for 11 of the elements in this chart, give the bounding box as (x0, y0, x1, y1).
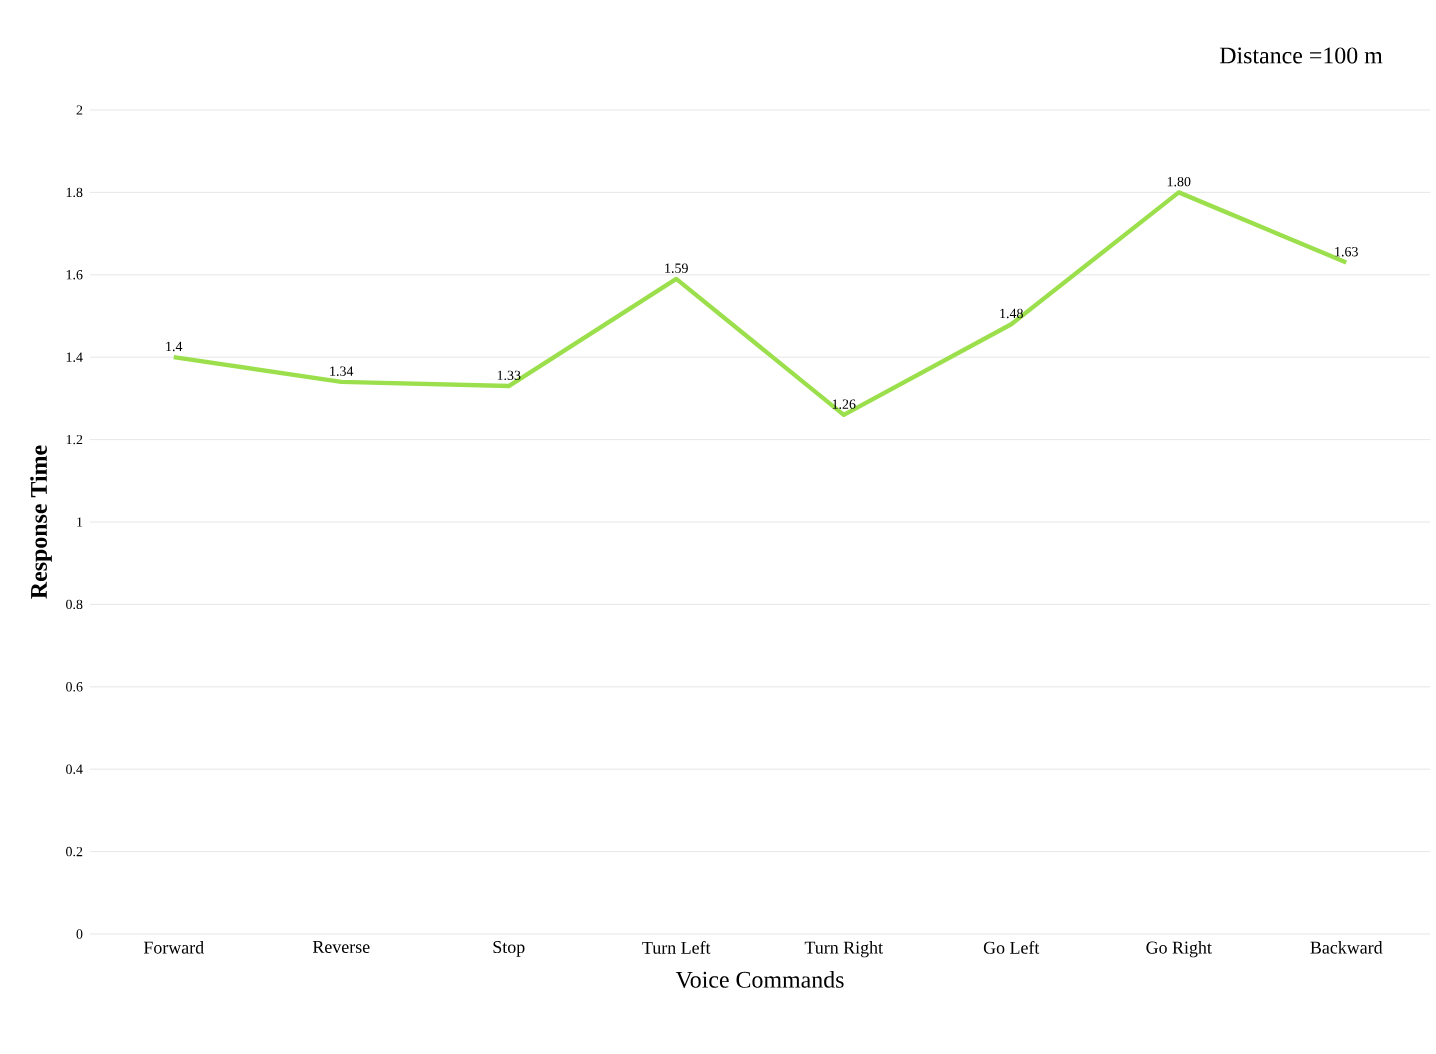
x-tick-label: Go Left (983, 941, 1040, 954)
x-tick-label: Go Right (1146, 941, 1212, 958)
y-axis-title: Response Time (30, 445, 52, 599)
chart-title: Distance =100 m (1219, 47, 1383, 64)
x-tick-label: Backward (1310, 941, 1383, 954)
x-tick-label: Stop (493, 941, 525, 957)
x-tick-label: Reverse (312, 941, 370, 953)
x-axis-title: Voice Commands (675, 971, 844, 988)
x-tick-label: Turn Right (804, 941, 883, 958)
x-tick-label: Turn Left (642, 941, 711, 954)
x-tick-label: Forward (143, 941, 204, 954)
